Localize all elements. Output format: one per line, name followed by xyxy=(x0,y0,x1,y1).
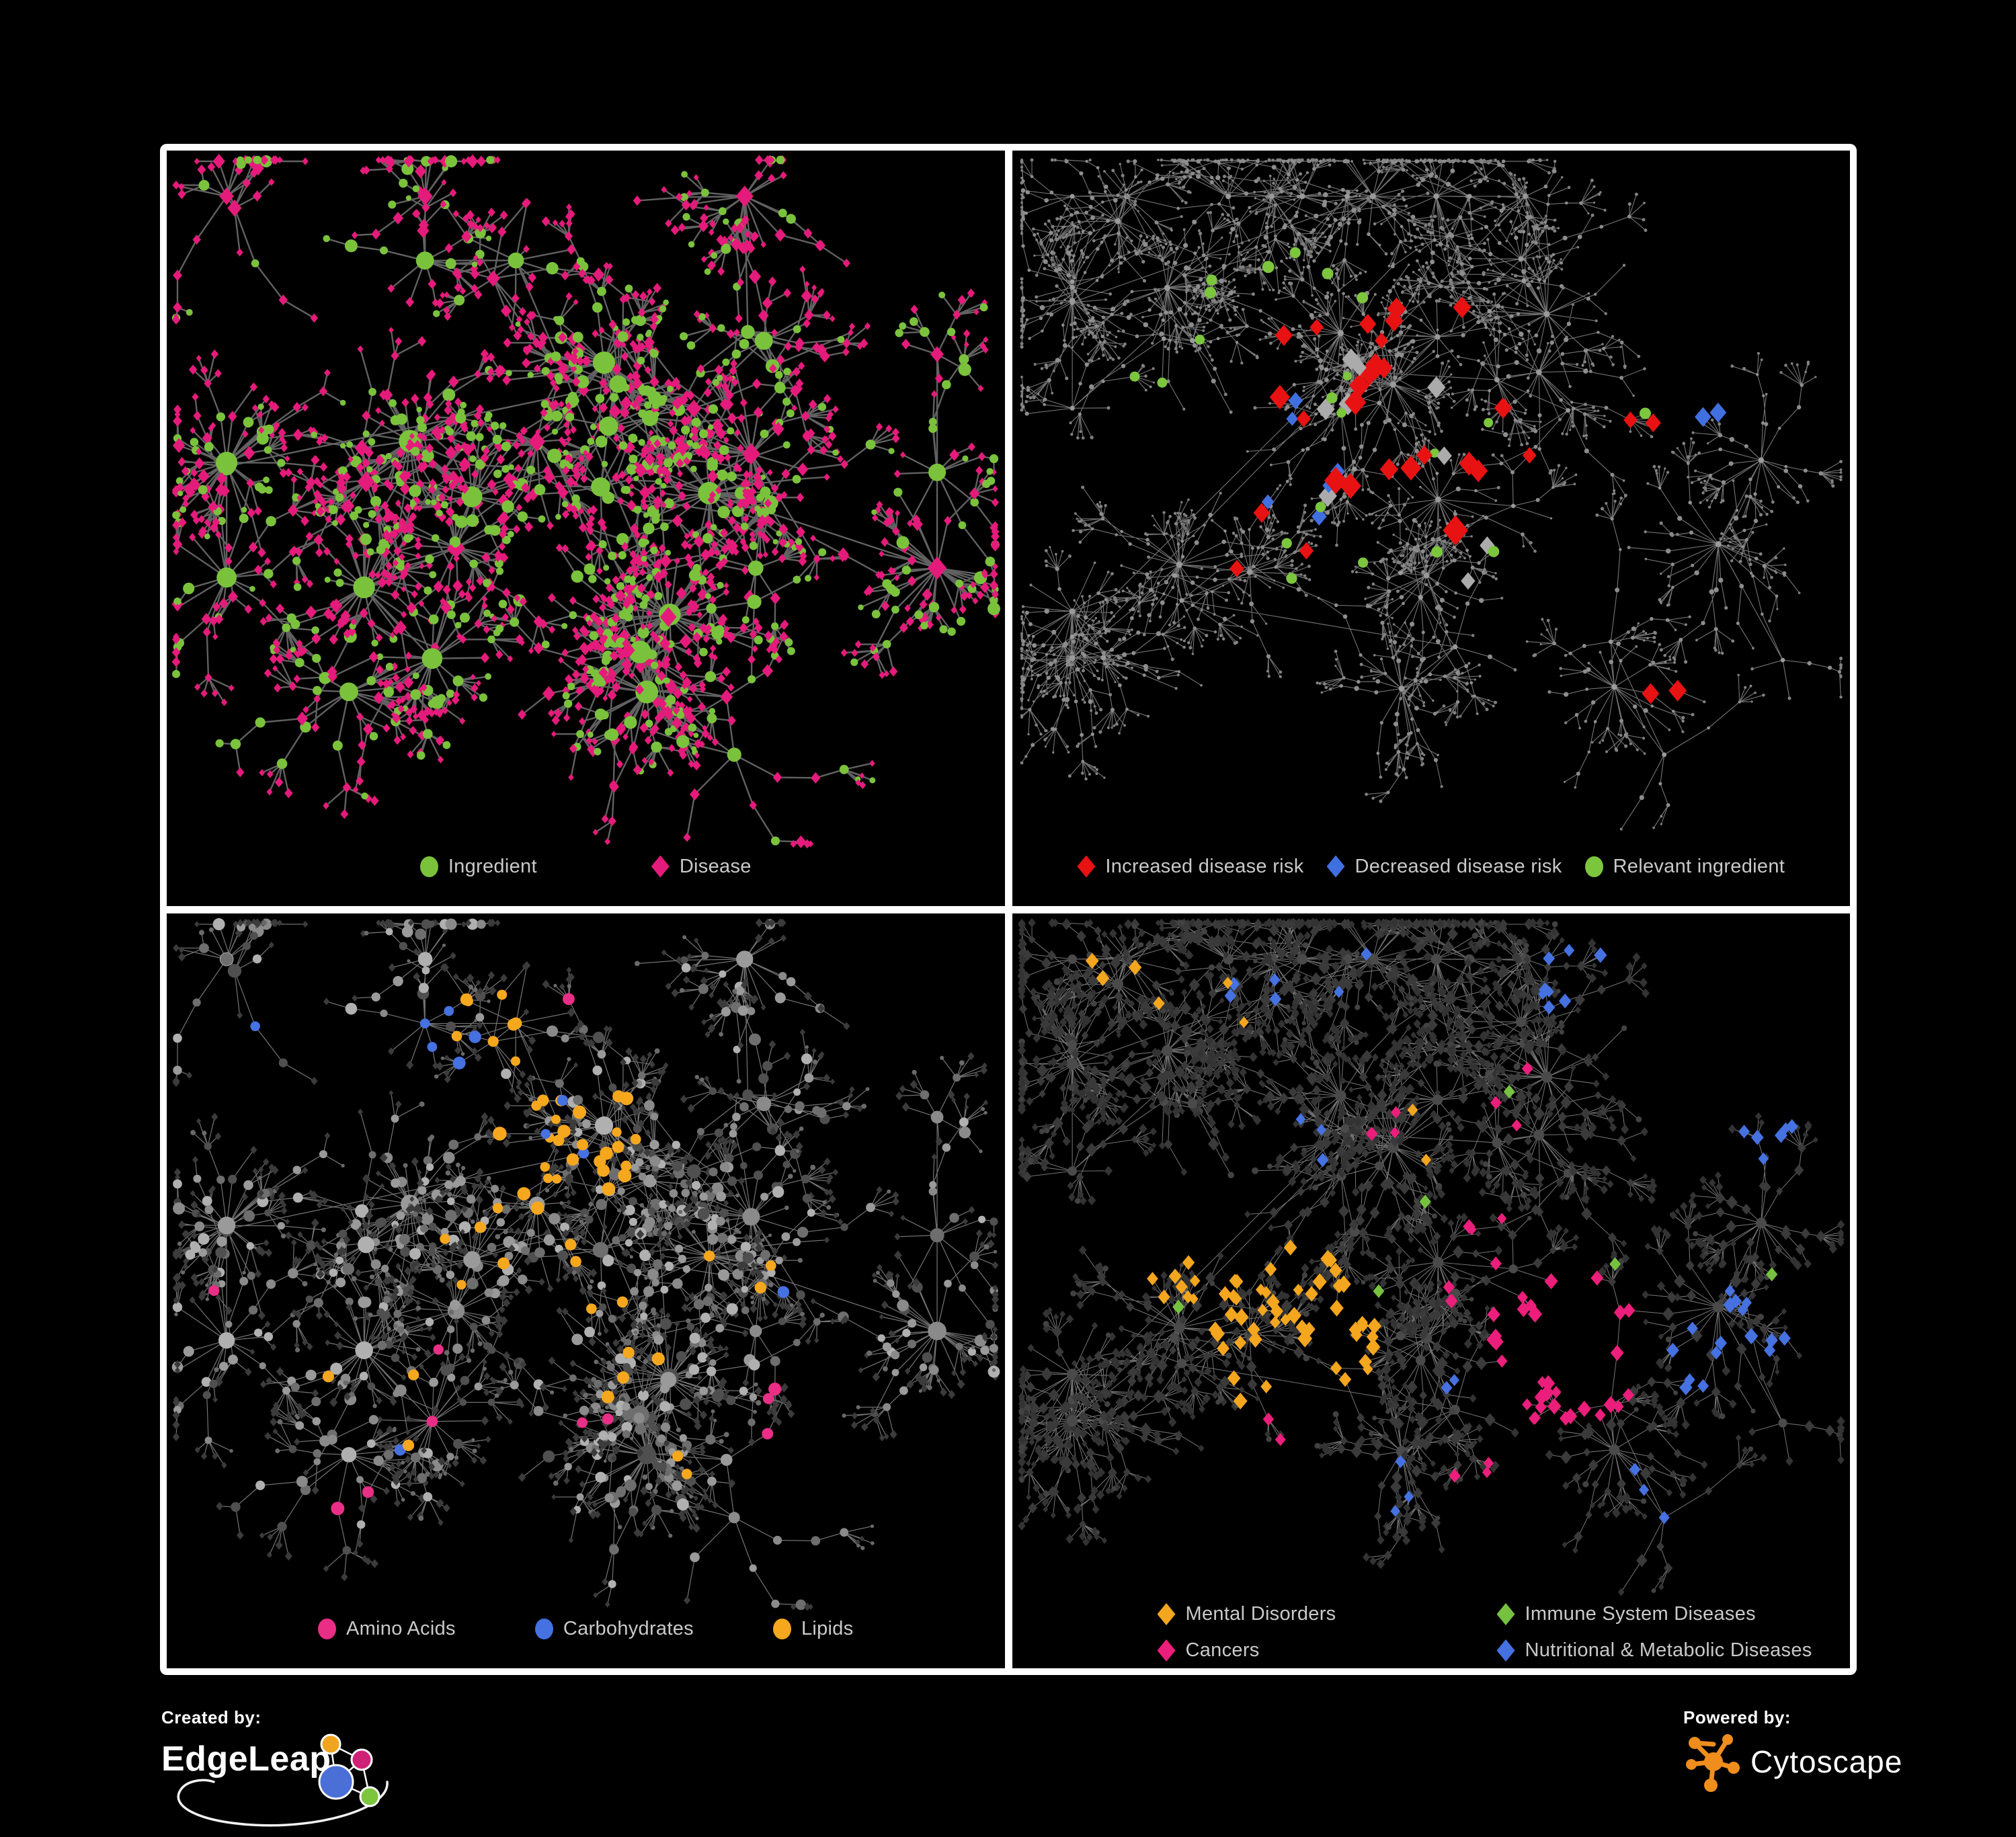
legend-item: Cancers xyxy=(1157,1639,1497,1662)
panel-legend: Increased disease risk Decreased disease … xyxy=(1012,855,1851,878)
edgeleap-wordmark: EdgeLeap xyxy=(161,1740,331,1779)
legend-label: Decreased disease risk xyxy=(1355,855,1562,877)
legend-item: Relevant ingredient xyxy=(1584,855,1785,878)
legend-label: Increased disease risk xyxy=(1105,855,1304,877)
powered-by-caption: Powered by: xyxy=(1683,1707,1791,1727)
cytoscape-logo-icon xyxy=(1686,1734,1740,1792)
circle-swatch xyxy=(772,1619,791,1639)
legend-item: Lipids xyxy=(772,1618,854,1640)
circle-swatch xyxy=(419,856,438,877)
diamond-swatch xyxy=(1077,855,1096,878)
legend-label: Carbohydrates xyxy=(563,1618,694,1639)
diamond-swatch xyxy=(1157,1639,1176,1662)
diamond-swatch xyxy=(1326,855,1345,878)
network-canvas-disease-risk xyxy=(1019,158,1843,831)
panel-legend: Ingredient Disease xyxy=(167,855,1005,878)
diamond-swatch xyxy=(1157,1603,1176,1625)
panel-legend: Mental Disorders Immune System Diseases Ca… xyxy=(1157,1603,1812,1662)
legend-label: Nutritional & Metabolic Diseases xyxy=(1525,1639,1812,1661)
diamond-swatch xyxy=(1496,1603,1515,1625)
network-canvas-ingredient-disease xyxy=(171,153,1000,849)
legend-label: Relevant ingredient xyxy=(1613,855,1785,877)
panel-disease-categories: Mental Disorders Immune System Diseases Ca… xyxy=(1012,913,1850,1668)
legend-item: Decreased disease risk xyxy=(1326,855,1562,878)
legend-label: Immune System Diseases xyxy=(1525,1603,1756,1625)
legend-label: Mental Disorders xyxy=(1185,1603,1336,1625)
panel-macronutrients: Amino Acids Carbohydrates Lipids xyxy=(167,913,1005,1668)
network-canvas-macronutrients xyxy=(171,917,1000,1611)
panel-grid: Ingredient Disease Increased disease risk… xyxy=(160,144,1857,1675)
panel-ingredient-disease: Ingredient Disease xyxy=(167,151,1005,906)
panel-disease-risk: Increased disease risk Decreased disease … xyxy=(1012,151,1851,906)
circle-swatch xyxy=(1584,856,1603,877)
edgeleap-logo-icon xyxy=(177,1733,389,1827)
legend-item: Disease xyxy=(651,855,752,878)
diamond-swatch xyxy=(651,855,670,878)
diamond-swatch xyxy=(1496,1639,1515,1662)
created-by-caption: Created by: xyxy=(161,1707,261,1727)
legend-item: Increased disease risk xyxy=(1077,855,1304,878)
created-by-brand: Created by: EdgeLeap xyxy=(161,1707,403,1827)
cytoscape-wordmark: Cytoscape xyxy=(1750,1744,1903,1779)
legend-item: Mental Disorders xyxy=(1157,1603,1497,1625)
powered-by-brand: Powered by: Cytoscape xyxy=(1683,1707,1992,1808)
legend-label: Lipids xyxy=(801,1618,854,1639)
legend-item: Amino Acids xyxy=(317,1618,456,1640)
legend-item: Nutritional & Metabolic Diseases xyxy=(1496,1639,1812,1662)
legend-label: Disease xyxy=(679,855,752,877)
cytoscape-lockup: Cytoscape xyxy=(1683,1729,1992,1794)
panel-legend: Amino Acids Carbohydrates Lipids xyxy=(167,1618,1005,1640)
legend-item: Immune System Diseases xyxy=(1496,1603,1812,1625)
legend-item: Ingredient xyxy=(419,855,537,878)
legend-label: Amino Acids xyxy=(346,1618,456,1639)
legend-label: Cancers xyxy=(1185,1639,1260,1661)
network-canvas-disease-categories xyxy=(1017,917,1845,1596)
legend-label: Ingredient xyxy=(448,855,537,877)
edgeleap-lockup: EdgeLeap xyxy=(161,1728,403,1827)
circle-swatch xyxy=(317,1619,336,1639)
legend-item: Carbohydrates xyxy=(534,1618,694,1640)
circle-swatch xyxy=(534,1619,553,1639)
